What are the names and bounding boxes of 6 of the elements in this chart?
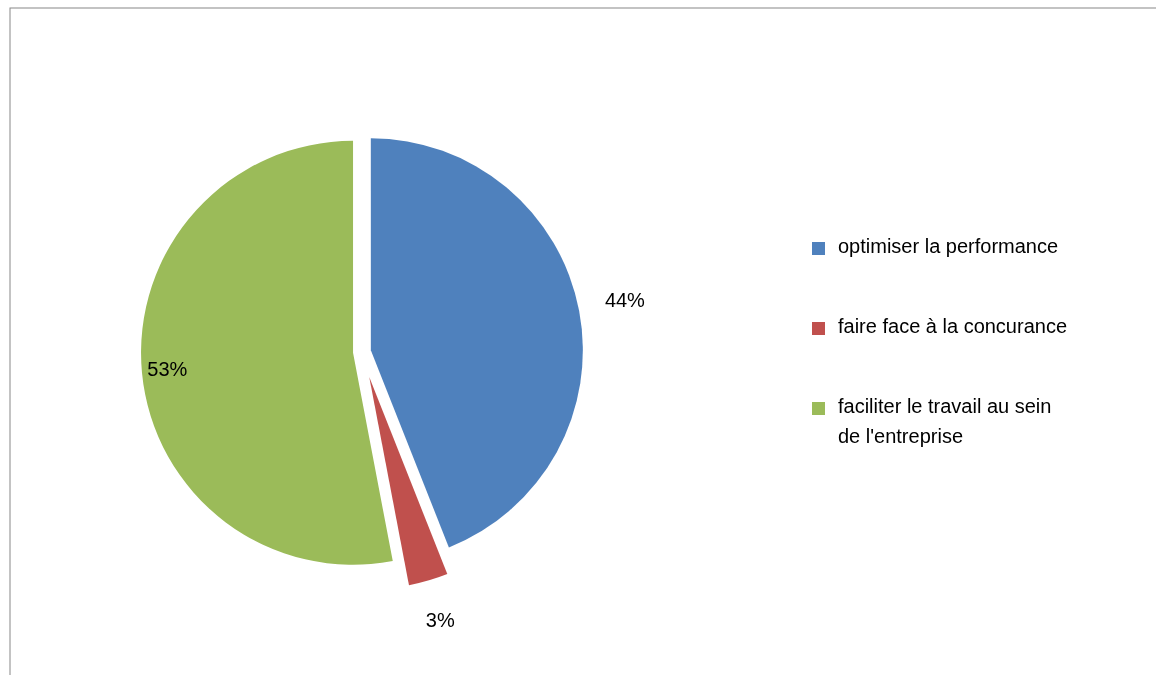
legend-label: faciliter le travail au sein de l'entreprise xyxy=(838,395,1052,448)
data-label: 53% xyxy=(147,357,188,380)
data-label: 44% xyxy=(604,289,646,312)
legend-label: optimiser la performance xyxy=(838,235,1059,258)
legend-label: faire face à la concurance xyxy=(838,315,1068,338)
data-label: 3% xyxy=(425,608,455,631)
